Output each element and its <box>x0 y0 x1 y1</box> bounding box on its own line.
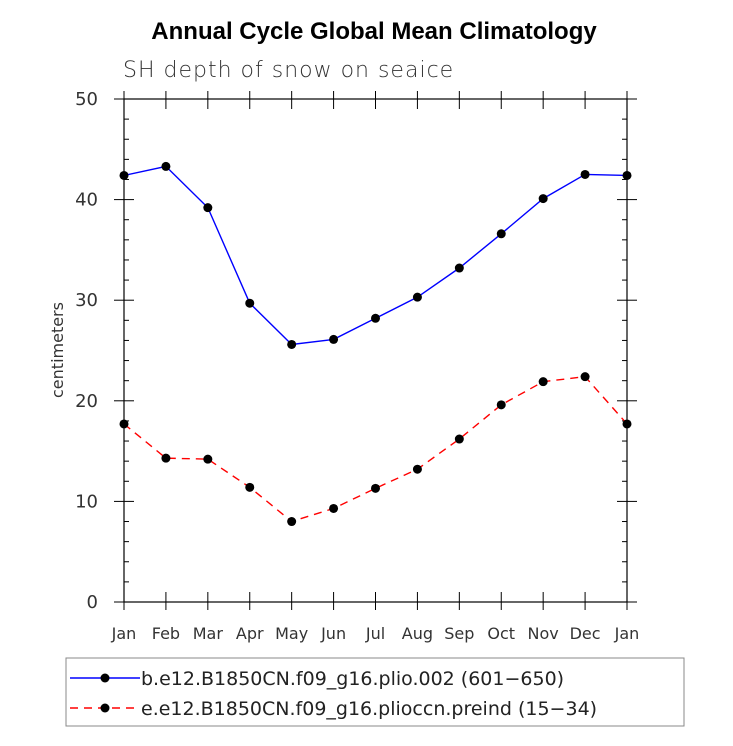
data-point <box>245 482 255 492</box>
data-point <box>203 454 213 464</box>
x-tick-label: Oct <box>487 624 515 643</box>
data-point <box>329 334 339 344</box>
axis-ticks <box>114 91 637 610</box>
data-point <box>454 434 464 444</box>
data-point <box>412 464 422 474</box>
legend-box <box>65 657 685 727</box>
x-tick-label: Dec <box>570 624 601 643</box>
data-point <box>119 170 129 180</box>
y-axis-tick-labels: 0 10 20 30 40 50 <box>75 89 98 613</box>
y-tick-label: 50 <box>75 89 98 110</box>
series-1 <box>119 161 632 349</box>
data-point <box>622 170 632 180</box>
legend-label: b.e12.B1850CN.f09_g16.plio.002 (601−650) <box>141 668 564 690</box>
data-point <box>496 229 506 239</box>
y-tick-label: 0 <box>87 592 98 613</box>
data-point <box>580 372 590 382</box>
y-tick-label: 20 <box>75 391 98 412</box>
x-axis-tick-labels: Jan Feb Mar Apr May Jun Jul Aug Sep Oct Nov Dec Jan <box>111 624 640 643</box>
x-tick-label: Nov <box>528 624 559 643</box>
y-tick-label: 40 <box>75 190 98 211</box>
data-point <box>287 517 297 527</box>
data-point <box>119 419 129 429</box>
x-tick-label: Feb <box>152 624 180 643</box>
chart-subtitle: SH depth of snow on seaice <box>123 58 454 83</box>
x-tick-label: Jan <box>111 624 137 643</box>
data-point <box>203 203 213 213</box>
data-point <box>161 161 171 171</box>
legend-marker <box>100 703 110 713</box>
legend-entry-2: e.e12.B1850CN.f09_g16.plioccn.preind (15… <box>70 698 597 720</box>
x-tick-label: Aug <box>402 624 433 643</box>
x-tick-label: May <box>275 624 308 643</box>
x-tick-label: Sep <box>444 624 474 643</box>
data-point <box>580 169 590 179</box>
x-tick-label: Mar <box>193 624 224 643</box>
legend-marker <box>100 673 110 683</box>
data-point <box>329 503 339 513</box>
data-point <box>538 194 548 204</box>
data-point <box>454 263 464 273</box>
legend: b.e12.B1850CN.f09_g16.plio.002 (601−650)… <box>70 668 597 720</box>
data-point <box>371 483 380 493</box>
data-point <box>371 313 380 323</box>
series-line <box>123 375 628 523</box>
data-point <box>622 419 632 429</box>
legend-label: e.e12.B1850CN.f09_g16.plioccn.preind (15… <box>141 698 597 720</box>
data-point <box>412 292 422 302</box>
data-point <box>245 298 255 308</box>
chart-title: Annual Cycle Global Mean Climatology <box>151 18 597 45</box>
x-tick-label: Jan <box>614 624 640 643</box>
data-point <box>287 339 297 349</box>
y-tick-label: 30 <box>75 290 98 311</box>
plot-area <box>123 98 628 603</box>
data-point <box>538 377 548 387</box>
legend-entry-1: b.e12.B1850CN.f09_g16.plio.002 (601−650) <box>70 668 564 690</box>
x-tick-label: Apr <box>236 624 264 643</box>
series-layer <box>119 161 632 527</box>
y-axis-label: centimeters <box>48 302 67 398</box>
y-tick-label: 10 <box>75 491 98 512</box>
series-2 <box>119 372 632 527</box>
data-point <box>161 453 171 463</box>
x-tick-label: Jul <box>365 624 385 643</box>
data-point <box>496 400 506 410</box>
x-tick-label: Jun <box>320 624 346 643</box>
